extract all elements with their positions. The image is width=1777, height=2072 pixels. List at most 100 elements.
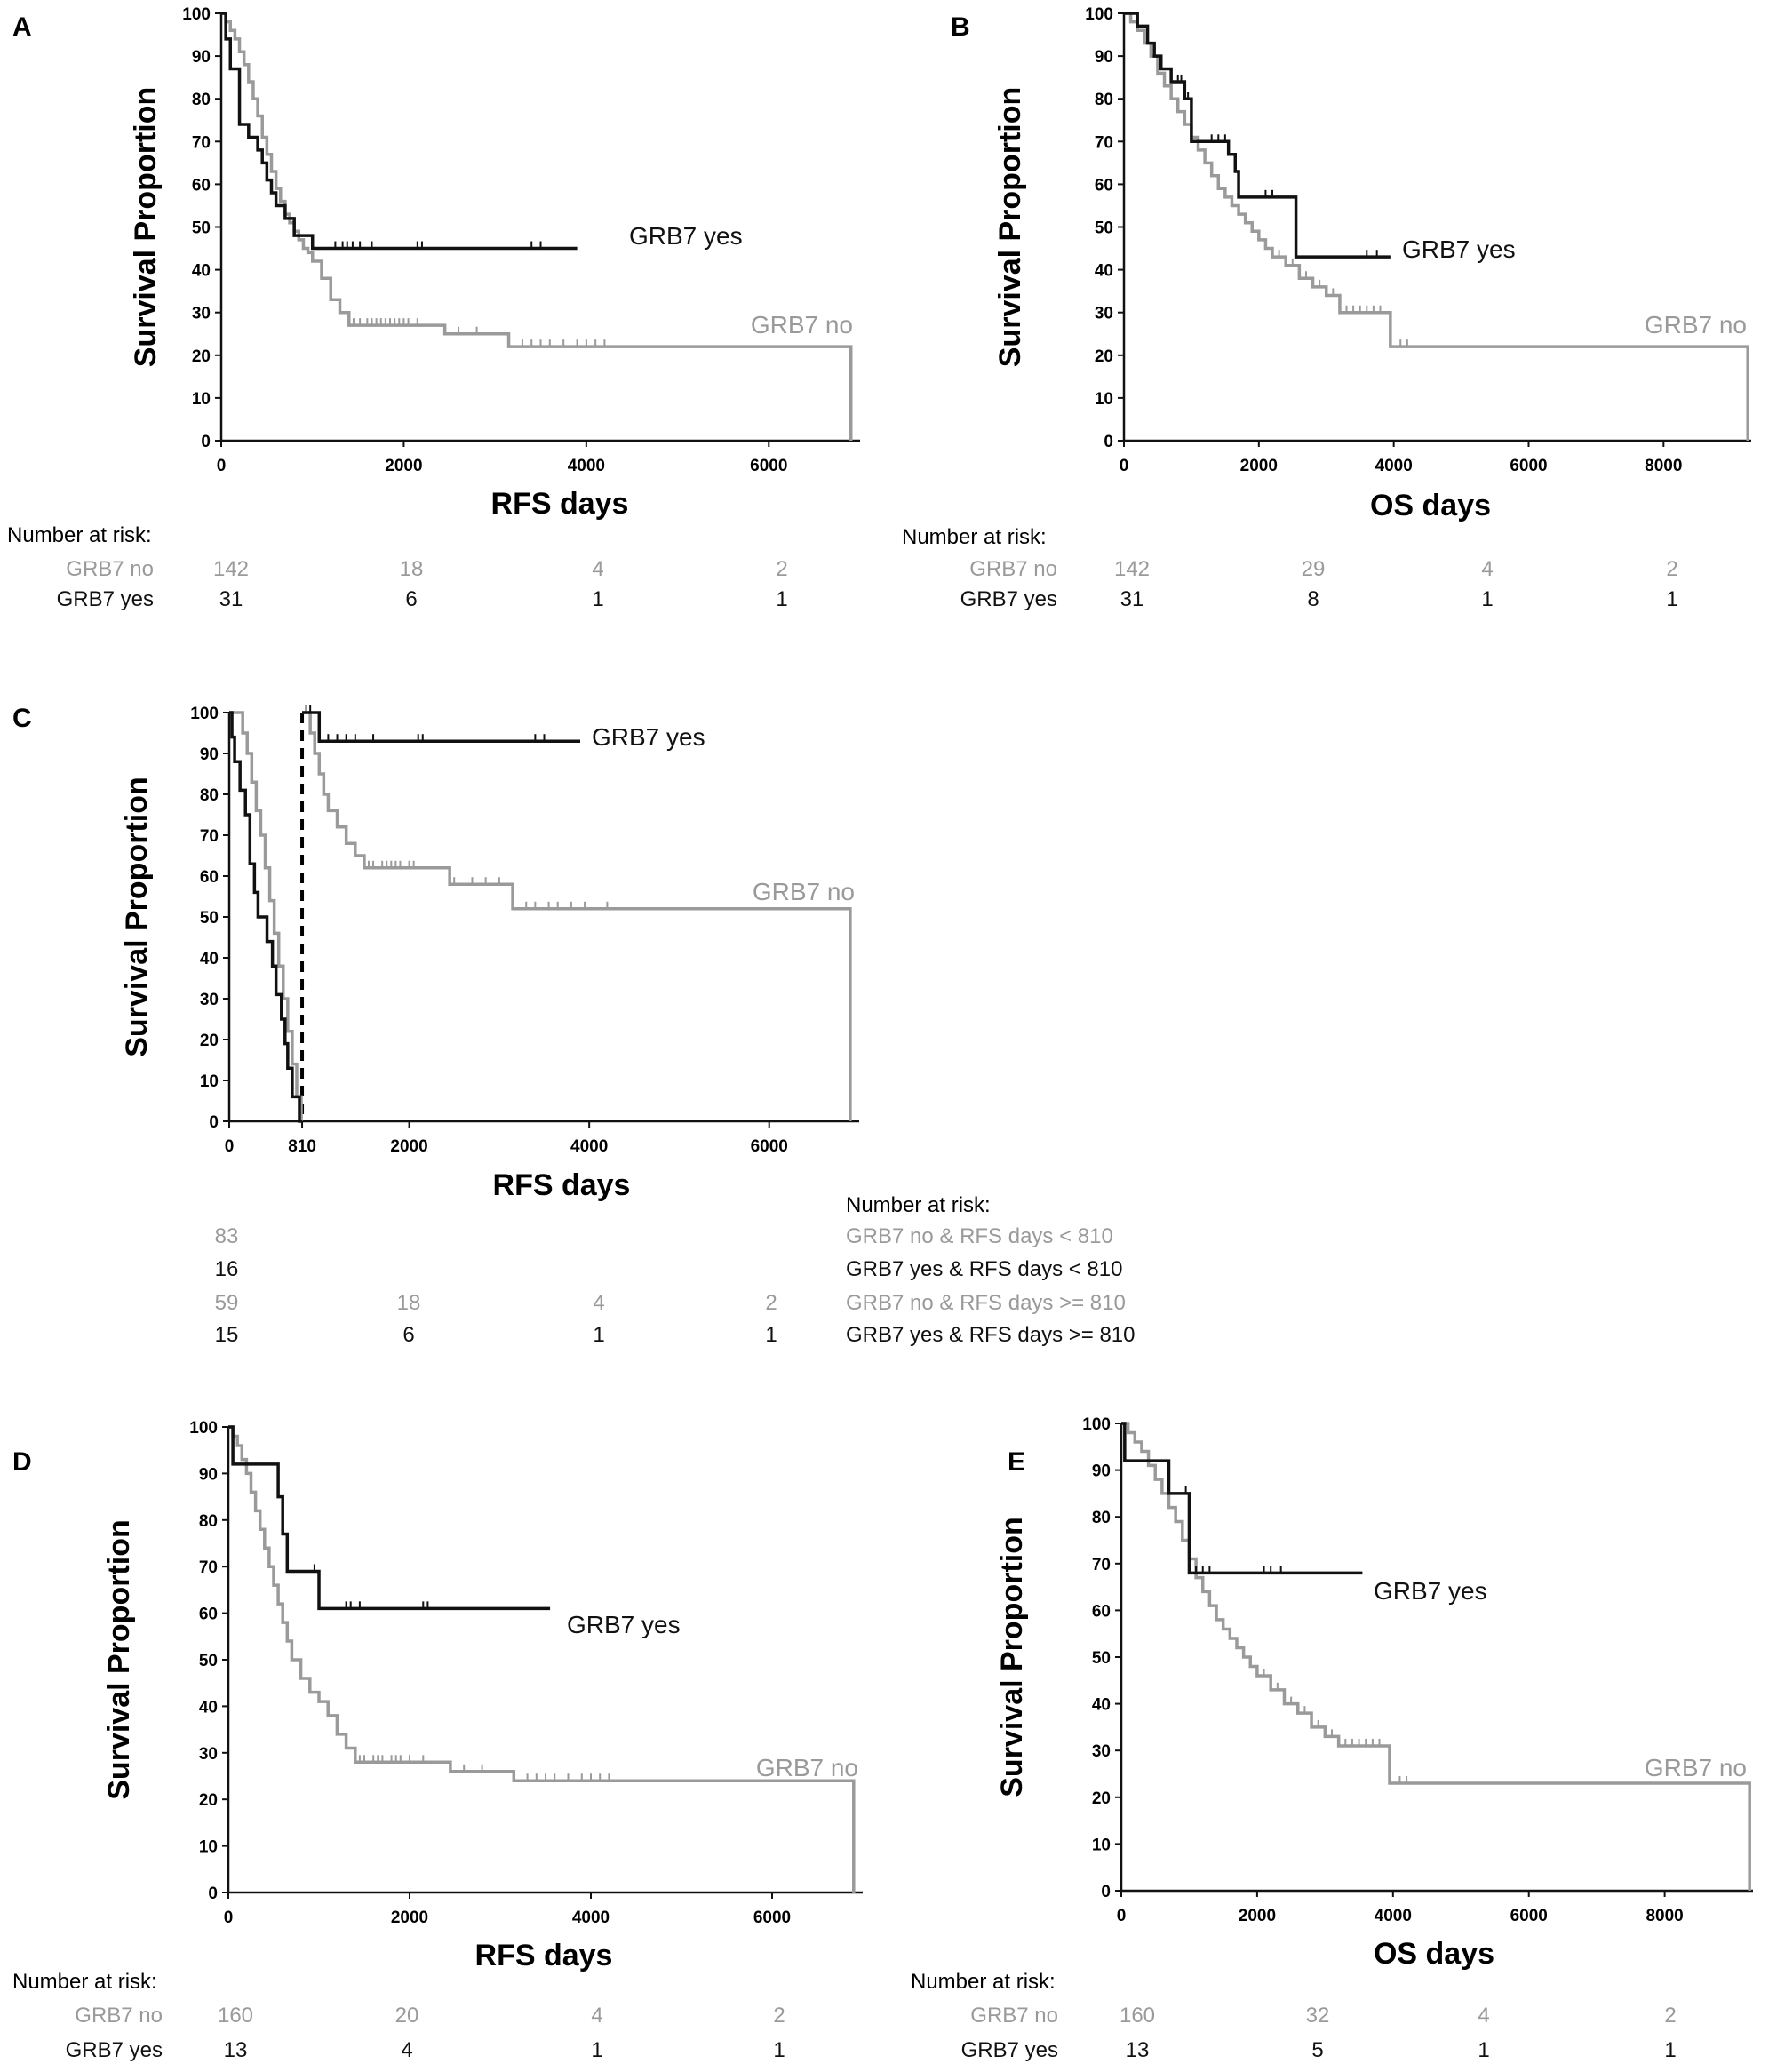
- series-line-grb7-yes: [229, 711, 303, 1123]
- risk-row-label: GRB7 no: [66, 557, 154, 581]
- y-tick-label: 60: [200, 868, 219, 887]
- risk-value: 8: [1307, 587, 1319, 611]
- y-axis-title: Survival Proportion: [995, 1517, 1029, 1797]
- series-line-grb7-no: [1121, 1422, 1751, 1891]
- series-label-grb7-yes: GRB7 yes: [567, 1611, 681, 1638]
- y-tick-label: 70: [199, 1558, 218, 1577]
- risk-value: 4: [1478, 2004, 1489, 2028]
- y-tick-label: 10: [192, 390, 211, 409]
- risk-value: 20: [395, 2004, 419, 2028]
- y-tick-label: 80: [1092, 1509, 1111, 1527]
- risk-value: 2: [773, 2004, 785, 2028]
- series-line-grb7-yes: [302, 711, 581, 743]
- y-tick-label: 50: [1092, 1649, 1111, 1668]
- y-tick-label: 0: [209, 1113, 219, 1132]
- x-tick-label: 4000: [1375, 1907, 1412, 1925]
- risk-value: 1: [773, 2038, 785, 2062]
- risk-value: 142: [213, 557, 249, 581]
- series-line-grb7-no: [229, 711, 303, 1121]
- risk-value: 31: [219, 587, 243, 611]
- series-label-grb7-yes: GRB7 yes: [1374, 1577, 1487, 1605]
- series-label-grb7-no: GRB7 no: [753, 878, 855, 905]
- y-tick-label: 90: [1092, 1462, 1111, 1481]
- y-tick-label: 20: [192, 347, 211, 366]
- risk-table-title: Number at risk:: [7, 523, 152, 547]
- y-tick-label: 30: [1092, 1742, 1111, 1761]
- y-tick-label: 10: [1092, 1836, 1111, 1854]
- y-tick-label: 60: [1095, 176, 1113, 195]
- risk-value: 29: [1302, 557, 1326, 581]
- risk-value: 2: [776, 557, 787, 581]
- y-tick-label: 50: [199, 1652, 218, 1670]
- risk-value: 160: [218, 2004, 253, 2028]
- y-tick-label: 30: [1095, 305, 1113, 323]
- y-tick-label: 70: [1092, 1556, 1111, 1574]
- panel-B: B 0 10 20 30 40 50 60 70 80 90 100 0 2000 4000 6000 8000…: [902, 5, 1751, 611]
- panel-letter: B: [951, 12, 970, 42]
- y-tick-label: 0: [1104, 433, 1113, 451]
- panel-letter: A: [12, 12, 32, 42]
- panel-letter: E: [1008, 1447, 1025, 1477]
- y-tick-label: 80: [199, 1512, 218, 1531]
- panel-letter: C: [12, 704, 32, 733]
- y-tick-label: 80: [1095, 91, 1113, 109]
- series-line-grb7-no: [228, 1425, 856, 1893]
- risk-value: 6: [405, 587, 417, 611]
- y-tick-label: 40: [200, 950, 219, 968]
- risk-value: 4: [591, 2004, 602, 2028]
- y-tick-label: 80: [200, 786, 219, 805]
- y-tick-label: 90: [200, 745, 219, 764]
- y-tick-label: 100: [1082, 1415, 1111, 1434]
- x-tick-label: 6000: [1510, 1907, 1548, 1925]
- y-tick-label: 10: [1095, 390, 1113, 409]
- risk-value: 1: [1481, 587, 1493, 611]
- y-tick-label: 10: [200, 1072, 219, 1091]
- y-axis-title: Survival Proportion: [129, 87, 163, 368]
- y-tick-label: 80: [192, 91, 211, 109]
- y-tick-label: 90: [1095, 48, 1113, 67]
- risk-value: 4: [401, 2038, 412, 2062]
- series-line-grb7-no: [221, 12, 853, 441]
- y-tick-label: 30: [192, 305, 211, 323]
- y-tick-label: 0: [208, 1885, 218, 1903]
- risk-value: 5: [1311, 2038, 1323, 2062]
- y-tick-label: 0: [201, 433, 211, 451]
- risk-row-label: GRB7 yes: [961, 2038, 1058, 2062]
- risk-value: 1: [776, 587, 787, 611]
- risk-value: 1: [1664, 2038, 1676, 2062]
- y-tick-label: 40: [199, 1698, 218, 1717]
- risk-value: 2: [765, 1291, 777, 1315]
- y-tick-label: 0: [1101, 1883, 1111, 1901]
- risk-row-label: GRB7 no: [969, 557, 1057, 581]
- risk-table-title: Number at risk:: [911, 1970, 1056, 1994]
- y-tick-label: 40: [192, 262, 211, 281]
- risk-value: 1: [1666, 587, 1677, 611]
- y-tick-label: 100: [1085, 5, 1113, 24]
- x-tick-label: 2000: [1240, 457, 1278, 475]
- x-axis-title: RFS days: [491, 487, 629, 521]
- series-line-grb7-yes: [228, 1425, 551, 1611]
- x-axis-title: OS days: [1374, 1937, 1494, 1971]
- series-label-grb7-no: GRB7 no: [1645, 311, 1747, 339]
- x-tick-label: 0: [1120, 457, 1129, 475]
- risk-value: 160: [1120, 2004, 1155, 2028]
- risk-value: 142: [1114, 557, 1150, 581]
- series-line-grb7-no: [1124, 12, 1749, 441]
- y-tick-label: 50: [1095, 219, 1113, 238]
- risk-value: 6: [402, 1323, 414, 1347]
- x-tick-label: 4000: [572, 1909, 610, 1927]
- risk-value: 1: [765, 1323, 777, 1347]
- panel-D: D 0 10 20 30 40 50 60 70 80 90 100 0 2000 4000 6000 Surv…: [12, 1419, 863, 2062]
- y-tick-label: 50: [200, 909, 219, 928]
- risk-value: 1: [591, 2038, 602, 2062]
- y-axis-title: Survival Proportion: [120, 777, 154, 1057]
- y-tick-label: 50: [192, 219, 211, 238]
- risk-value: 59: [215, 1291, 239, 1315]
- risk-row-label: GRB7 no & RFS days >= 810: [846, 1291, 1126, 1315]
- x-tick-label: 2000: [391, 1909, 428, 1927]
- y-tick-label: 20: [1092, 1789, 1111, 1808]
- x-tick-label: 0: [225, 1137, 235, 1156]
- risk-row-label: GRB7 yes & RFS days < 810: [846, 1257, 1122, 1281]
- y-axis-title: Survival Proportion: [102, 1519, 136, 1800]
- x-tick-label: 4000: [1375, 457, 1413, 475]
